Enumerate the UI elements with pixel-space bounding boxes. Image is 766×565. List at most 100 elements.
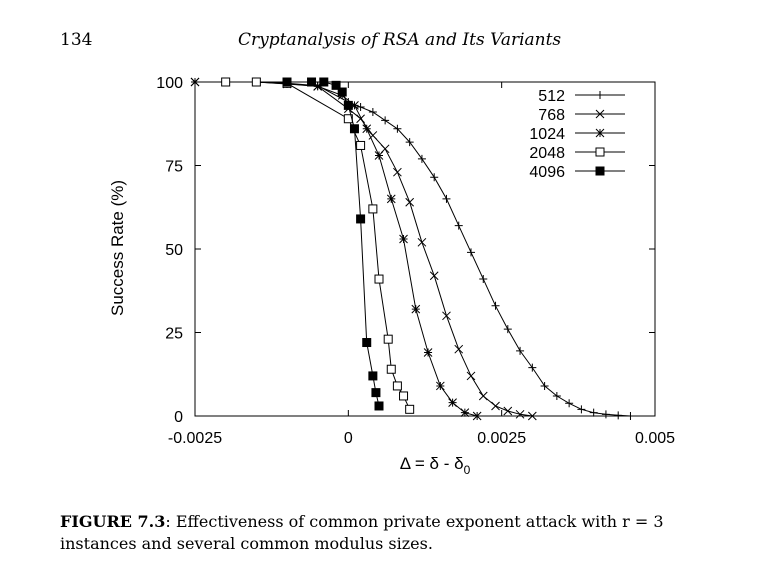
data-point-512 — [601, 410, 610, 419]
data-point-2048 — [368, 204, 378, 214]
legend-label: 4096 — [529, 164, 565, 181]
data-point-768 — [454, 344, 464, 354]
data-point-4096 — [371, 388, 381, 398]
x-tick-label: 0 — [344, 430, 353, 447]
legend-marker — [595, 109, 605, 119]
figure-caption: FIGURE 7.3: Effectiveness of common priv… — [60, 511, 720, 555]
data-point-4096 — [362, 338, 372, 348]
data-point-4096 — [337, 87, 347, 97]
y-tick-label: 0 — [174, 409, 183, 426]
series-layer — [190, 77, 635, 421]
data-point-2048 — [405, 404, 415, 414]
chart: 0 25 50 75 100 -0.0025 0 0.0025 0.005 512 768 102… — [108, 75, 675, 477]
caption-text: : Effectiveness of common private expone… — [60, 512, 664, 553]
data-point-512 — [393, 124, 402, 133]
series-line-2048 — [225, 81, 411, 410]
y-tick-label: 25 — [165, 326, 183, 343]
data-point-1024 — [313, 81, 323, 91]
legend-marker — [596, 91, 604, 99]
y-tick-label: 75 — [165, 159, 183, 176]
data-point-4096 — [356, 214, 366, 224]
x-axis: -0.0025 0 0.0025 0.005 — [168, 82, 675, 447]
data-point-512 — [368, 108, 377, 117]
data-point-768 — [393, 167, 402, 177]
legend-label: 512 — [538, 88, 565, 105]
data-point-4096 — [307, 77, 317, 87]
series-2048 — [221, 77, 415, 414]
data-point-512 — [540, 381, 549, 390]
data-point-1024 — [190, 77, 200, 87]
data-point-2048 — [374, 274, 384, 284]
data-point-4096 — [331, 80, 341, 90]
page-number: 134 — [60, 30, 93, 50]
data-point-4096 — [374, 401, 384, 411]
data-point-512 — [528, 363, 537, 372]
legend-marker — [595, 166, 605, 176]
data-point-768 — [491, 401, 500, 411]
data-point-512 — [491, 301, 500, 310]
data-point-1024 — [460, 408, 470, 418]
data-point-4096 — [319, 77, 329, 87]
data-point-1024 — [411, 304, 421, 314]
data-point-512 — [552, 391, 561, 400]
y-axis: 0 25 50 75 100 — [156, 75, 655, 426]
series-line-1024 — [195, 81, 478, 417]
data-point-512 — [577, 405, 586, 414]
data-point-4096 — [282, 77, 292, 87]
data-point-768 — [478, 391, 488, 401]
x-tick-label: 0.005 — [635, 430, 675, 447]
data-point-2048 — [386, 364, 396, 374]
series-4096 — [282, 77, 384, 411]
x-tick-label: -0.0025 — [168, 430, 222, 447]
data-point-512 — [589, 408, 598, 417]
data-point-512 — [565, 399, 574, 408]
data-point-1024 — [423, 348, 433, 357]
data-point-512 — [479, 275, 488, 284]
x-tick-label: 0.0025 — [477, 430, 526, 447]
legend-label: 768 — [538, 107, 565, 124]
legend-label: 1024 — [529, 126, 565, 143]
data-point-768 — [515, 409, 525, 419]
running-title: Cryptanalysis of RSA and Its Variants — [238, 30, 562, 50]
data-point-512 — [454, 221, 463, 230]
data-point-512 — [442, 194, 451, 203]
data-point-2048 — [251, 77, 261, 87]
legend-item-1024: 1024 — [529, 126, 625, 143]
plot-frame — [194, 81, 656, 417]
series-768 — [190, 77, 537, 421]
y-tick-label: 100 — [156, 75, 183, 92]
series-1024 — [190, 77, 482, 421]
legend-label: 2048 — [529, 145, 565, 162]
data-point-2048 — [383, 334, 393, 344]
data-point-512 — [381, 116, 390, 125]
data-point-2048 — [356, 140, 366, 150]
legend-item-4096: 4096 — [529, 164, 625, 181]
data-point-1024 — [435, 381, 445, 391]
y-tick-label: 50 — [165, 242, 183, 259]
data-point-512 — [503, 325, 512, 334]
data-point-512 — [626, 412, 635, 420]
data-point-512 — [430, 173, 439, 182]
data-point-768 — [466, 371, 476, 381]
legend-marker — [595, 128, 605, 138]
data-point-512 — [516, 346, 525, 355]
data-point-768 — [405, 197, 415, 207]
series-line-512 — [195, 81, 631, 417]
legend-item-512: 512 — [538, 88, 625, 105]
x-axis-label: Δ = δ - δ0 — [400, 454, 471, 477]
data-point-4096 — [349, 124, 359, 134]
data-point-2048 — [392, 381, 402, 391]
legend-item-2048: 2048 — [529, 145, 625, 162]
data-point-512 — [405, 138, 414, 147]
data-point-1024 — [362, 124, 372, 134]
data-point-1024 — [448, 398, 457, 407]
data-point-1024 — [399, 234, 408, 244]
data-point-768 — [442, 311, 451, 321]
data-point-768 — [527, 411, 537, 421]
legend: 512 768 1024 2048 4096 — [529, 88, 625, 181]
data-point-768 — [503, 406, 513, 416]
data-point-1024 — [386, 194, 396, 204]
data-point-768 — [417, 237, 427, 247]
data-point-2048 — [399, 391, 409, 401]
y-axis-label: Success Rate (%) — [108, 180, 127, 316]
